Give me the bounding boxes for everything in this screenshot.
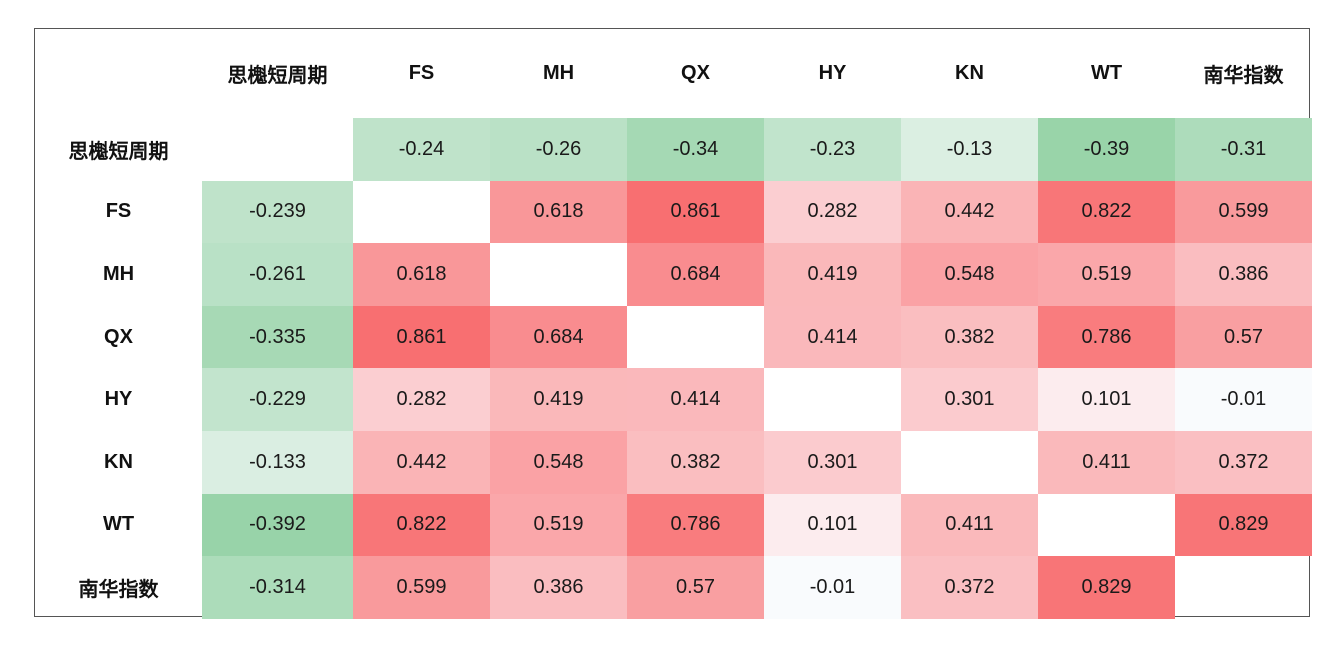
heatmap-cell: [202, 118, 353, 181]
heatmap-cell: 0.301: [764, 431, 901, 494]
heatmap-cell: [353, 181, 490, 244]
row-header: FS: [105, 200, 132, 223]
heatmap-cell: [1175, 556, 1312, 619]
heatmap-cell: 0.684: [627, 243, 764, 306]
column-header: 思櫆短周期: [227, 65, 328, 87]
column-header: QX: [681, 62, 710, 84]
heatmap-cell: 0.282: [353, 368, 490, 431]
column-header: WT: [1090, 62, 1123, 84]
row-header: MH: [102, 262, 135, 285]
heatmap-cell: 0.786: [627, 493, 764, 557]
row-header: 南华指数: [78, 578, 159, 601]
heatmap-cell: 0.519: [1038, 243, 1175, 306]
heatmap-cell: [627, 306, 764, 369]
heatmap-cell: -0.24: [353, 118, 490, 181]
heatmap-cell: 0.618: [490, 180, 627, 244]
heatmap-cell: 0.684: [490, 305, 627, 369]
heatmap-cell: -0.26: [490, 118, 627, 181]
heatmap-cell: 0.414: [627, 368, 764, 431]
heatmap-cell: 0.442: [901, 180, 1038, 244]
heatmap-cell: 0.519: [490, 493, 627, 557]
heatmap-cell: -0.392: [202, 493, 353, 557]
heatmap-cell: 0.548: [490, 431, 627, 494]
heatmap-cell: 0.57: [627, 556, 764, 619]
heatmap-cell: 0.822: [1038, 180, 1175, 244]
heatmap-cell: 0.548: [901, 243, 1038, 306]
column-header: MH: [542, 62, 575, 84]
heatmap-cell: 0.57: [1175, 305, 1312, 369]
heatmap-cell: 0.829: [1175, 493, 1312, 557]
heatmap-cell: [1038, 494, 1175, 557]
row-header: KN: [104, 450, 133, 473]
heatmap-cell: 0.101: [1038, 368, 1175, 431]
heatmap-cell: 0.618: [353, 243, 490, 306]
heatmap-cell: [901, 431, 1038, 494]
heatmap-cell: 0.822: [353, 493, 490, 557]
row-header: 思櫆短周期: [68, 140, 169, 163]
row-header: WT: [102, 513, 135, 536]
heatmap-cell: 0.861: [627, 180, 764, 244]
heatmap-cell: -0.239: [202, 180, 353, 244]
heatmap-cell: -0.34: [627, 118, 764, 181]
heatmap-cell: 0.442: [353, 431, 490, 494]
heatmap-cell: -0.31: [1175, 118, 1312, 181]
heatmap-cell: 0.382: [901, 305, 1038, 369]
heatmap-cell: -0.39: [1038, 118, 1175, 181]
heatmap-cell: -0.23: [764, 118, 901, 181]
heatmap-cell: 0.382: [627, 431, 764, 494]
heatmap-cell: 0.101: [764, 493, 901, 557]
heatmap-cell: 0.829: [1038, 556, 1175, 619]
heatmap-cell: 0.411: [901, 493, 1038, 557]
heatmap-cell: 0.372: [1175, 431, 1312, 494]
heatmap-cell: 0.599: [1175, 180, 1312, 244]
heatmap-cell: -0.261: [202, 243, 353, 306]
heatmap-cell: 0.414: [764, 305, 901, 369]
heatmap-cell: 0.419: [490, 368, 627, 431]
heatmap-cell: 0.419: [764, 243, 901, 306]
row-header: HY: [104, 388, 133, 411]
heatmap-cell: [490, 243, 627, 306]
heatmap-cell: 0.786: [1038, 305, 1175, 369]
heatmap-cell: 0.386: [1175, 243, 1312, 306]
row-header: QX: [104, 325, 133, 348]
heatmap-cell: -0.13: [901, 118, 1038, 181]
correlation-table: 思櫆短周期 FS MH QX HY KN WT 南华指数 思櫆短周期 -0.24 -0.26 -0.3…: [34, 28, 1312, 619]
heatmap-cell: 0.372: [901, 556, 1038, 619]
heatmap-cell: 0.411: [1038, 431, 1175, 494]
heatmap-cell: 0.861: [353, 305, 490, 369]
heatmap-cell: 0.301: [901, 368, 1038, 431]
column-header: 南华指数: [1203, 65, 1284, 87]
heatmap-cell: -0.229: [202, 368, 353, 431]
heatmap-cell: [764, 368, 901, 431]
column-header: KN: [955, 62, 984, 84]
heatmap-cell: 0.386: [490, 556, 627, 619]
heatmap-cell: -0.133: [202, 431, 353, 494]
heatmap-cell: 0.599: [353, 556, 490, 619]
heatmap-cell: 0.282: [764, 180, 901, 244]
heatmap-cell: -0.335: [202, 305, 353, 369]
column-header: HY: [818, 62, 847, 84]
heatmap-cell: -0.01: [1175, 368, 1312, 431]
heatmap-cell: -0.314: [202, 556, 353, 619]
heatmap-cell: -0.01: [764, 556, 901, 619]
column-header: FS: [408, 62, 435, 84]
